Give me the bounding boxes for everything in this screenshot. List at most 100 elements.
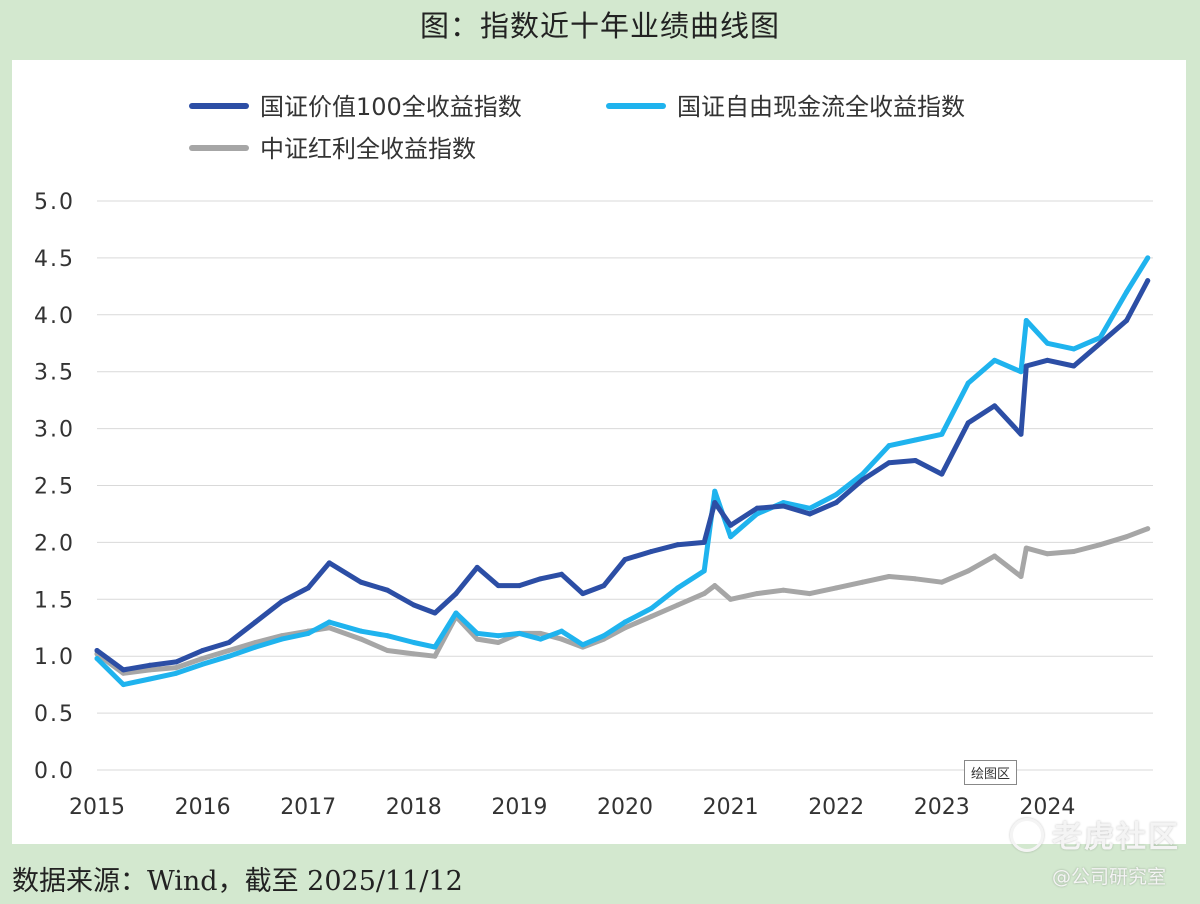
series-2-point	[622, 625, 628, 631]
series-1-point	[474, 630, 480, 636]
series-0-point	[912, 457, 918, 463]
series-0-point	[411, 602, 417, 608]
watermark-logo-icon	[1010, 818, 1044, 852]
series-0-point	[559, 571, 565, 577]
series-0-point	[474, 564, 480, 570]
series-0-point	[200, 648, 206, 654]
series-1-point	[147, 676, 153, 682]
y-tick-label: 1.0	[34, 645, 75, 670]
series-0-point	[833, 500, 839, 506]
series-2-point	[173, 665, 179, 671]
series-1-point	[453, 610, 459, 616]
series-0-point	[1018, 431, 1024, 437]
series-1-point	[1018, 369, 1024, 375]
series-0-point	[992, 403, 998, 409]
y-tick-label: 1.5	[34, 588, 75, 613]
x-tick-label: 2023	[914, 795, 970, 820]
series-0-point	[358, 579, 364, 585]
series-1-point	[384, 633, 390, 639]
series-2-point	[538, 630, 544, 636]
series-2-point	[559, 636, 565, 642]
series-2-point	[1145, 526, 1151, 532]
y-tick-label: 0.0	[34, 759, 75, 784]
series-2-point	[432, 653, 438, 659]
series-1-point	[173, 670, 179, 676]
series-1-point	[754, 511, 760, 517]
legend-label: 国证价值100全收益指数	[260, 93, 522, 121]
series-1-point	[965, 380, 971, 386]
series-2-point	[728, 596, 734, 602]
x-tick-label: 2016	[175, 795, 231, 820]
series-0-point	[432, 610, 438, 616]
series-2-point	[1071, 549, 1077, 555]
series-1-point	[1044, 340, 1050, 346]
series-1-point	[1097, 335, 1103, 341]
y-tick-label: 2.5	[34, 475, 75, 500]
series-0-point	[648, 549, 654, 555]
series-0-point	[326, 560, 332, 566]
series-1-point	[516, 630, 522, 636]
series-1-point	[200, 661, 206, 667]
series-2-point	[358, 636, 364, 642]
series-0-point	[701, 539, 707, 545]
legend-label: 国证自由现金流全收益指数	[677, 93, 965, 121]
series-2-point	[1097, 542, 1103, 548]
series-0-point	[1145, 278, 1151, 284]
line-chart: 0.0 0.5 1.0 1.5 2.0 2.5 3.0 3.5 4.0 4.5 5.0 2015 201…	[34, 93, 1153, 820]
series-0-point	[754, 505, 760, 511]
series-0-point	[728, 522, 734, 528]
series-line-0	[94, 278, 1151, 673]
x-tick-label: 2022	[808, 795, 864, 820]
series-1-point	[326, 619, 332, 625]
series-1-point	[1145, 255, 1151, 261]
series-2-point	[833, 585, 839, 591]
series-0-point	[226, 640, 232, 646]
series-2-point	[965, 568, 971, 574]
series-0-point	[965, 420, 971, 426]
series-1-point	[411, 640, 417, 646]
series-0-point	[1097, 340, 1103, 346]
series-1-point	[712, 488, 718, 494]
series-0-point	[516, 583, 522, 589]
series-2-point	[992, 553, 998, 559]
series-2-point	[384, 648, 390, 654]
series-2-point	[860, 579, 866, 585]
series-1-point	[559, 628, 565, 634]
y-tick-label: 2.0	[34, 531, 75, 556]
series-2-point	[147, 667, 153, 673]
series-2-point	[474, 636, 480, 642]
series-0-point	[305, 585, 311, 591]
series-1-point	[601, 633, 607, 639]
series-0-point	[252, 619, 258, 625]
series-2-point	[912, 576, 918, 582]
series-1-point	[432, 644, 438, 650]
series-2-point	[1124, 534, 1130, 540]
series-0-point	[94, 648, 100, 654]
series-1-point	[807, 505, 813, 511]
series-2-point	[1018, 574, 1024, 580]
series-1-point	[728, 534, 734, 540]
series-0-point	[807, 511, 813, 517]
series-0-point	[580, 591, 586, 597]
series-0-point	[1023, 363, 1029, 369]
series-1-point	[279, 636, 285, 642]
y-tick-label: 3.5	[34, 361, 75, 386]
series-1-point	[992, 357, 998, 363]
series-2-point	[886, 574, 892, 580]
series-2-point	[780, 587, 786, 593]
series-1-point	[358, 628, 364, 634]
series-2-point	[754, 591, 760, 597]
series-2-point	[226, 648, 232, 654]
series-1-point	[252, 644, 258, 650]
series-1-point	[886, 443, 892, 449]
series-1-point	[1023, 317, 1029, 323]
series-1-point	[538, 636, 544, 642]
series-0-point	[173, 659, 179, 665]
series-0-point	[601, 583, 607, 589]
series-0-point	[453, 591, 459, 597]
x-tick-label: 2024	[1019, 795, 1075, 820]
plot-area-tooltip: 绘图区	[964, 760, 1018, 785]
series-2-point	[252, 640, 258, 646]
series-1-point	[495, 633, 501, 639]
series-1-point	[1124, 289, 1130, 295]
